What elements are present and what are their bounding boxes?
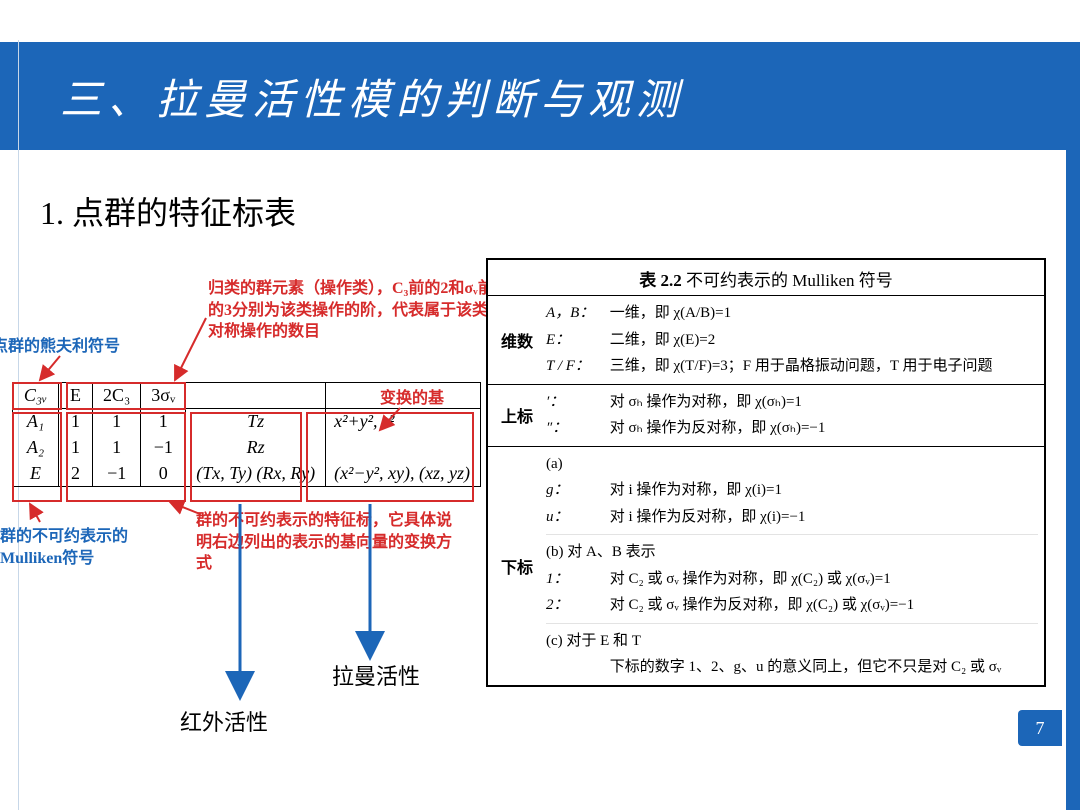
section-label: 下标 bbox=[488, 447, 546, 685]
desc: 三维，即 χ(T/F)=3；F 用于晶格振动问题，T 用于电子问题 bbox=[610, 358, 993, 374]
mulliken-panel: 表 2.2 不可约表示的 Mulliken 符号 维数 A，B： 一维，即 χ(… bbox=[486, 258, 1046, 687]
mulliken-section-subscript: 下标 (a) g： 对 i 操作为对称，即 χ(i)=1 u： 对 i 操作为反… bbox=[488, 447, 1044, 685]
desc: 对 i 操作为反对称，即 χ(i)=−1 bbox=[610, 509, 806, 525]
sym: u： bbox=[546, 506, 606, 529]
sym: g： bbox=[546, 479, 606, 502]
mulliken-section-superscript: 上标 ′： 对 σₕ 操作为对称，即 χ(σₕ)=1 ″： 对 σₕ 操作为反对… bbox=[488, 385, 1044, 447]
mulliken-line: u： 对 i 操作为反对称，即 χ(i)=−1 bbox=[546, 504, 1038, 531]
mulliken-line: A，B： 一维，即 χ(A/B)=1 bbox=[546, 300, 1038, 327]
mulliken-line: T / F： 三维，即 χ(T/F)=3；F 用于晶格振动问题，T 用于电子问题 bbox=[546, 353, 1038, 380]
mulliken-title-rest: 不可约表示的 Mulliken 符号 bbox=[686, 271, 893, 290]
mulliken-title: 表 2.2 不可约表示的 Mulliken 符号 bbox=[488, 260, 1044, 295]
content-area: 1. 点群的特征标表 bbox=[0, 150, 1080, 234]
annotation-arrows bbox=[0, 300, 500, 750]
desc: 对 C₂ 或 σᵥ 操作为对称，即 χ(C₂) 或 χ(σᵥ)=1 bbox=[610, 571, 891, 587]
block-head: (c) 对于 E 和 T bbox=[546, 628, 1038, 655]
desc: 对 i 操作为对称，即 χ(i)=1 bbox=[610, 482, 782, 498]
sym: T / F： bbox=[546, 355, 606, 378]
mulliken-line: g： 对 i 操作为对称，即 χ(i)=1 bbox=[546, 477, 1038, 504]
mulliken-body: 维数 A，B： 一维，即 χ(A/B)=1 E： 二维，即 χ(E)=2 T /… bbox=[488, 295, 1044, 685]
sym: A，B： bbox=[546, 302, 606, 325]
mulliken-title-prefix: 表 2.2 bbox=[639, 271, 682, 290]
desc: 对 σₕ 操作为反对称，即 χ(σₕ)=−1 bbox=[610, 420, 826, 436]
section-label: 维数 bbox=[488, 296, 546, 384]
page-number-badge: 7 bbox=[1018, 710, 1062, 746]
mulliken-section-dimension: 维数 A，B： 一维，即 χ(A/B)=1 E： 二维，即 χ(E)=2 T /… bbox=[488, 296, 1044, 385]
subheading: 1. 点群的特征标表 bbox=[40, 188, 1050, 234]
desc: 对 C₂ 或 σᵥ 操作为反对称，即 χ(C₂) 或 χ(σᵥ)=−1 bbox=[610, 597, 914, 613]
block-head: (b) 对 A、B 表示 bbox=[546, 539, 1038, 566]
sym: E： bbox=[546, 329, 606, 352]
sym: 1： bbox=[546, 568, 606, 591]
mulliken-line: 2： 对 C₂ 或 σᵥ 操作为反对称，即 χ(C₂) 或 χ(σᵥ)=−1 bbox=[546, 592, 1038, 619]
desc: 二维，即 χ(E)=2 bbox=[610, 332, 716, 348]
section-label: 上标 bbox=[488, 385, 546, 446]
mulliken-line: 1： 对 C₂ 或 σᵥ 操作为对称，即 χ(C₂) 或 χ(σᵥ)=1 bbox=[546, 566, 1038, 593]
block-head: (a) bbox=[546, 451, 1038, 478]
mulliken-line: 下标的数字 1、2、g、u 的意义同上，但它不只是对 C₂ 或 σᵥ bbox=[546, 654, 1038, 681]
desc: 对 σₕ 操作为对称，即 χ(σₕ)=1 bbox=[610, 394, 802, 410]
page-title: 三、拉曼活性模的判断与观测 bbox=[60, 66, 684, 127]
mulliken-line: ″： 对 σₕ 操作为反对称，即 χ(σₕ)=−1 bbox=[546, 415, 1038, 442]
sym: 2： bbox=[546, 594, 606, 617]
sym: ″： bbox=[546, 417, 606, 440]
mulliken-line: E： 二维，即 χ(E)=2 bbox=[546, 327, 1038, 354]
sym: ′： bbox=[546, 391, 606, 414]
desc: 下标的数字 1、2、g、u 的意义同上，但它不只是对 C₂ 或 σᵥ bbox=[610, 659, 1001, 675]
desc: 一维，即 χ(A/B)=1 bbox=[610, 305, 731, 321]
title-bar: 三、拉曼活性模的判断与观测 bbox=[0, 42, 1080, 150]
mulliken-line: ′： 对 σₕ 操作为对称，即 χ(σₕ)=1 bbox=[546, 389, 1038, 416]
